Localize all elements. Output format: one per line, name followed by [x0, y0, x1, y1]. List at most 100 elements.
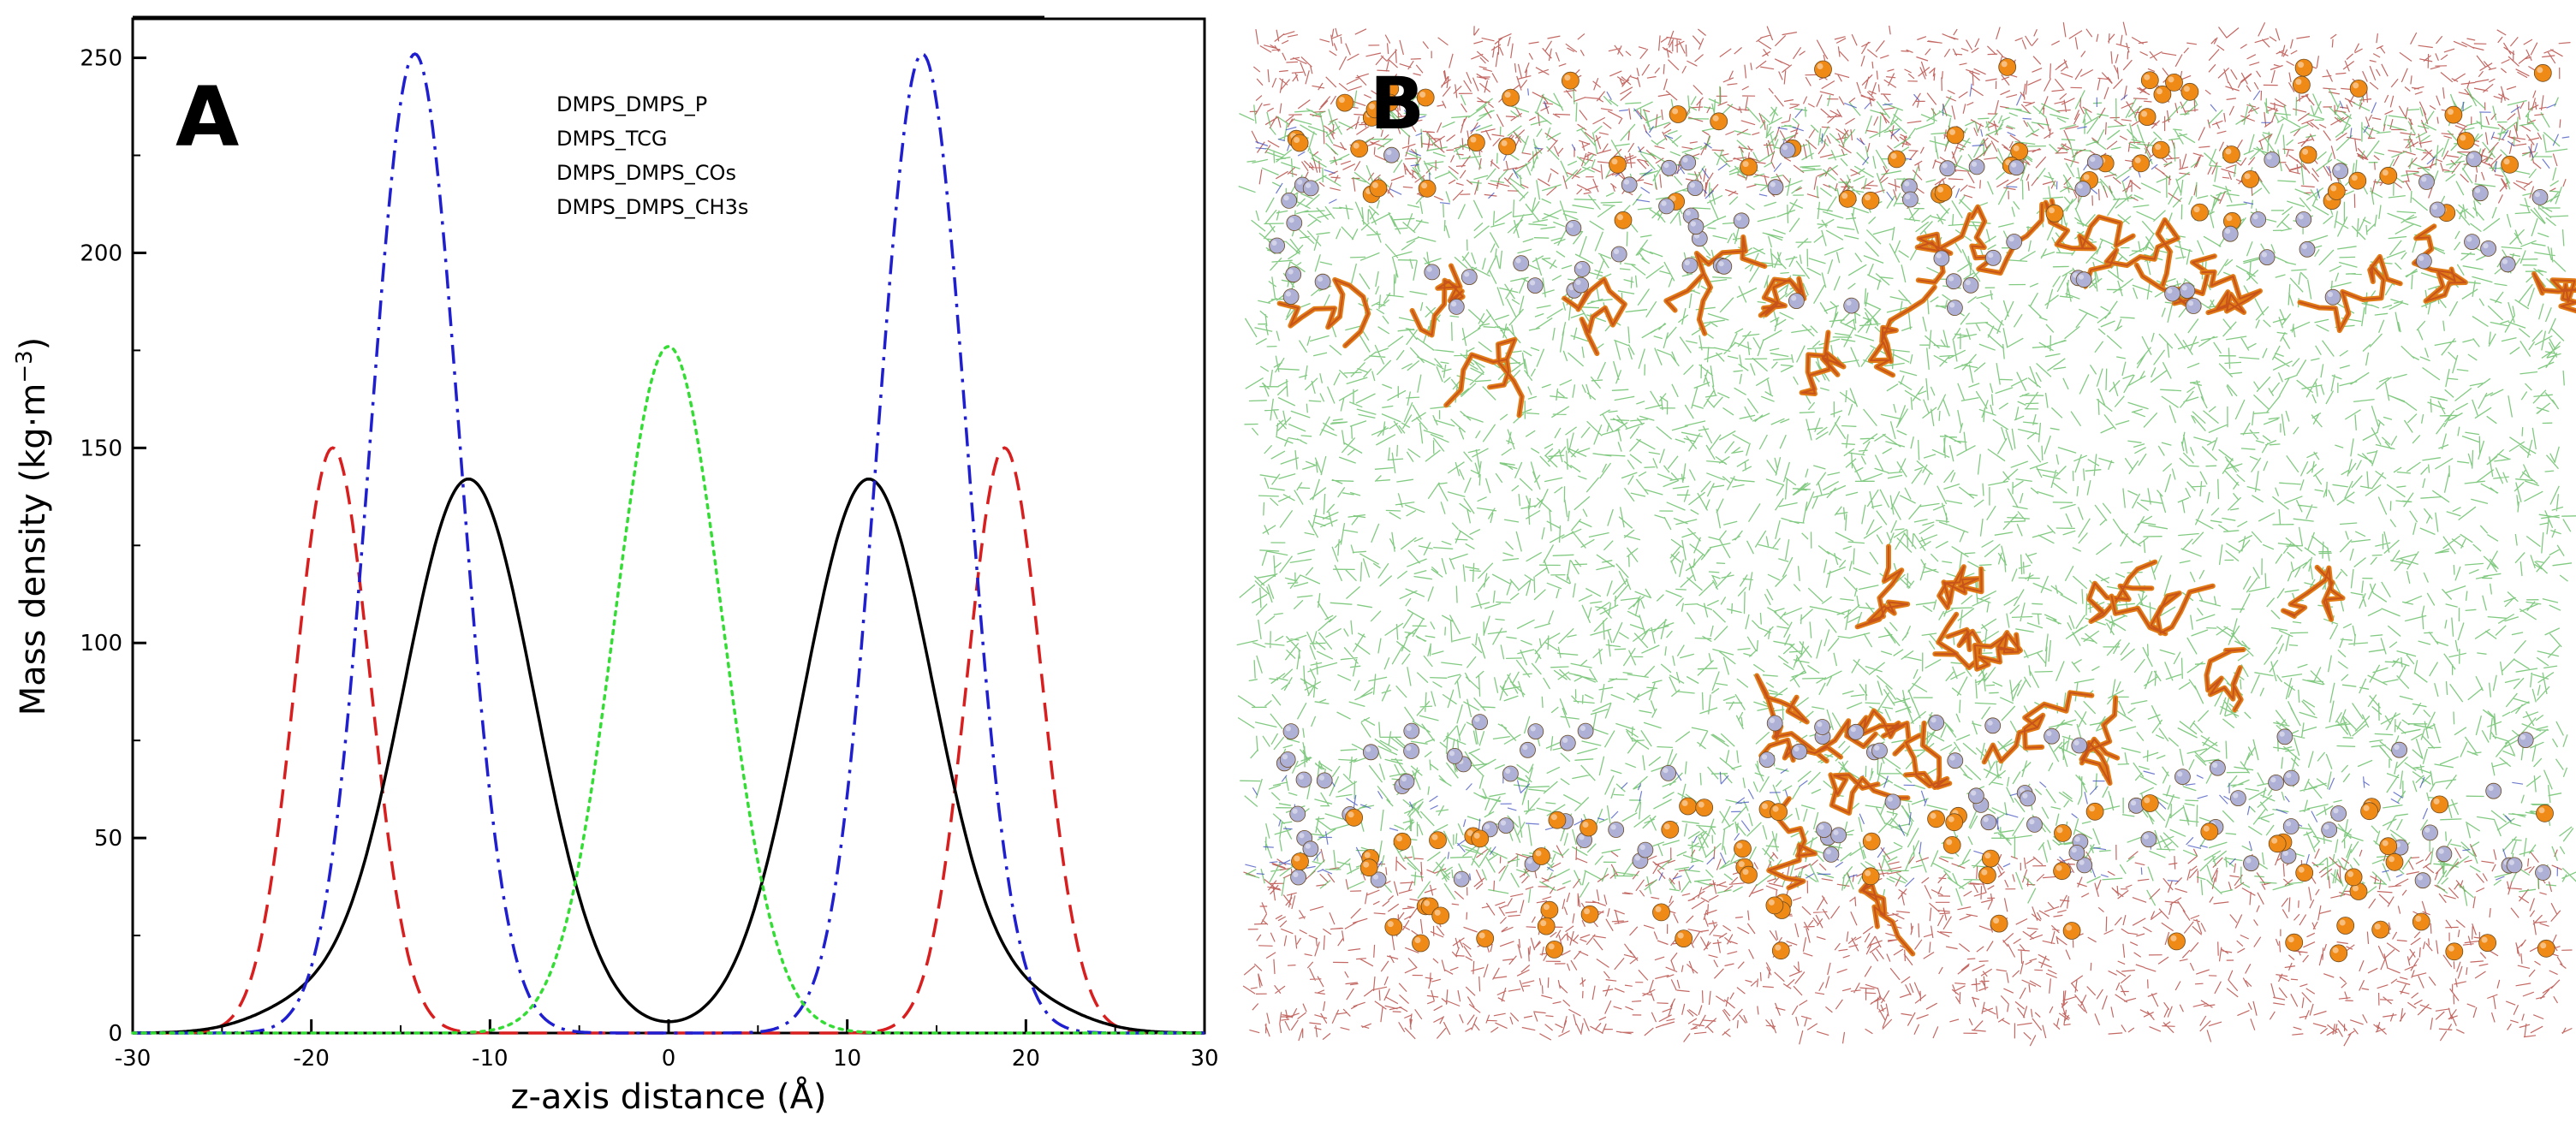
ion-lavender [1830, 827, 1847, 844]
ion-lavender [1687, 218, 1704, 235]
ion-lavender-shine [2534, 192, 2540, 198]
ion-lavender [2250, 211, 2267, 228]
ion-orange [2241, 169, 2260, 188]
ion-lavender-shine [2282, 850, 2288, 857]
ion-lavender-shine [1365, 746, 1371, 752]
ion-lavender-shine [1948, 276, 1954, 282]
ion-orange [1412, 934, 1430, 953]
ion-orange-shine [2339, 919, 2346, 926]
ion-orange [2379, 837, 2398, 856]
ion-lavender [1574, 260, 1591, 277]
legend-entry: DMPS_DMPS_P [556, 92, 707, 116]
ion-lavender [1573, 276, 1589, 294]
ion-lavender-shine [1575, 279, 1581, 285]
legend-entry: DMPS_TCG [556, 127, 668, 151]
ion-orange-shine [2168, 76, 2174, 83]
ion-lavender-shine [2261, 252, 2267, 258]
legend-entry: DMPS_DMPS_CH3s [556, 195, 748, 219]
ion-lavender-shine [1718, 261, 1724, 267]
ion-orange-shine [2537, 67, 2543, 74]
legend-entry: DMPS_DMPS_COs [556, 161, 736, 185]
ion-lavender-shine [1825, 849, 1831, 855]
ion-orange [2053, 862, 2072, 881]
ion-lavender [1637, 841, 1654, 858]
ion-orange [2138, 108, 2157, 127]
tcg-molecule-highlight [2110, 585, 2214, 635]
ion-orange [1532, 847, 1550, 865]
ion-orange [1467, 134, 1485, 152]
tcg-molecule-highlight [2080, 697, 2119, 785]
ion-lavender [1779, 141, 1796, 158]
ion-lavender [1282, 288, 1300, 306]
ion-lavender [2429, 201, 2446, 218]
ion-lavender-shine [1522, 745, 1528, 751]
ion-orange-shine [2302, 148, 2309, 155]
tcg-molecule-highlight [1983, 692, 2093, 763]
ion-orange-shine [1865, 870, 1871, 876]
ion-orange-shine [1617, 214, 1623, 221]
ion-lavender [1814, 719, 1831, 735]
ion-orange [2327, 182, 2346, 200]
ion-lavender-shine [2071, 847, 2077, 853]
ion-orange-shine [2433, 798, 2440, 805]
ion-lavender [1279, 751, 1296, 768]
ion-orange [1740, 157, 1758, 176]
tcg-molecule-highlight [1973, 632, 2021, 670]
ion-orange [2360, 802, 2379, 821]
ion-orange-shine [2351, 175, 2358, 181]
ion-orange-shine [1772, 805, 1779, 812]
ion-lavender-shine [2270, 777, 2276, 783]
ion-orange [2501, 155, 2519, 174]
ion-orange-shine [2155, 144, 2162, 151]
tcg-molecule-highlight [1856, 545, 1909, 628]
ion-lavender [1565, 219, 1582, 236]
ion-orange-shine [2049, 207, 2055, 214]
y-tick-label: 0 [108, 1021, 122, 1047]
ion-lavender-shine [1530, 280, 1536, 286]
ion-orange [2444, 105, 2463, 124]
ion-orange-shine [2363, 805, 2370, 811]
ion-orange-shine [1841, 193, 1848, 199]
ion-lavender [2330, 805, 2347, 822]
ion-orange-shine [1371, 181, 1378, 188]
ion-lavender [2295, 211, 2312, 228]
ion-lavender [2466, 151, 2483, 168]
ion-lavender [2531, 188, 2549, 205]
ion-orange [1580, 818, 1597, 837]
ion-lavender [1766, 715, 1783, 732]
ion-orange [2140, 71, 2159, 90]
ion-lavender-shine [2483, 243, 2489, 249]
tcg-molecules [1276, 198, 2576, 957]
tcg-molecule-highlight [1278, 278, 1370, 347]
ion-orange-shine [2353, 82, 2359, 89]
ion-lavender [1398, 773, 1415, 790]
ion-lavender [1285, 266, 1302, 283]
ion-orange-shine [1655, 905, 1662, 912]
ion-lavender [2415, 252, 2432, 270]
ion-lavender [1370, 871, 1387, 888]
ion-orange [2430, 795, 2449, 814]
ion-orange [1861, 191, 1880, 210]
ion-lavender-shine [1874, 745, 1880, 751]
ion-lavender [1448, 298, 1465, 315]
ion-orange-shine [1736, 842, 1743, 849]
ion-lavender-shine [2181, 285, 2187, 291]
ion-orange-shine [1369, 103, 1375, 110]
ion-lavender-shine [2438, 848, 2444, 854]
ion-lavender [1687, 180, 1704, 197]
ion-orange [1471, 829, 1490, 848]
ion-lavender-shine [2286, 772, 2292, 779]
ion-lavender-shine [1306, 182, 1312, 188]
ion-lavender-shine [2011, 162, 2017, 168]
ion-orange-shine [2170, 935, 2177, 941]
ion-lavender-shine [2079, 859, 2085, 865]
ion-lavender-shine [1576, 264, 1583, 270]
ion-lavender [1661, 159, 1677, 176]
ion-lavender-shine [1401, 775, 1407, 782]
ion-lavender [1610, 246, 1627, 263]
ion-lavender [1314, 273, 1331, 290]
ion-lavender-shine [1942, 163, 1948, 169]
ion-orange [2010, 142, 2029, 161]
ion-lavender [2008, 159, 2025, 176]
ion-orange [2478, 934, 2497, 952]
